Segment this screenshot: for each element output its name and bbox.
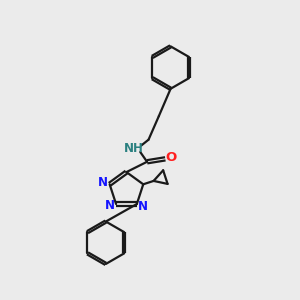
Text: N: N xyxy=(98,176,108,189)
Text: N: N xyxy=(138,200,148,213)
Text: NH: NH xyxy=(124,142,144,155)
Text: O: O xyxy=(165,151,176,164)
Text: N: N xyxy=(105,199,115,212)
